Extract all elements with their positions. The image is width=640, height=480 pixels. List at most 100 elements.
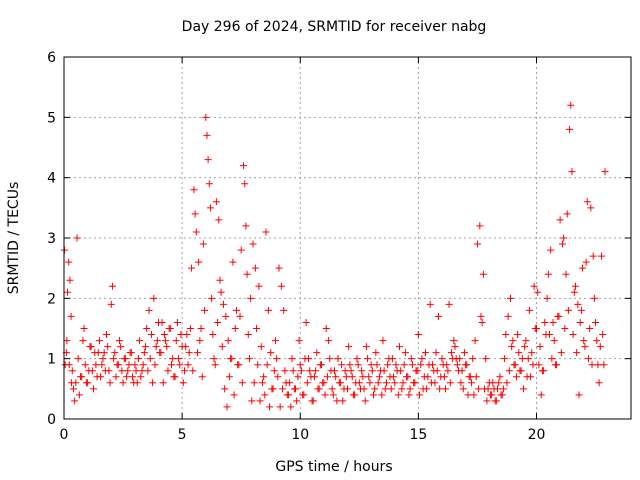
data-point bbox=[103, 331, 111, 339]
data-point bbox=[153, 337, 161, 345]
data-point bbox=[411, 379, 419, 387]
data-point bbox=[491, 397, 499, 405]
data-point bbox=[222, 312, 230, 320]
data-point bbox=[588, 361, 596, 369]
data-point bbox=[430, 367, 438, 375]
data-point bbox=[124, 367, 132, 375]
data-point bbox=[165, 325, 173, 332]
data-point bbox=[479, 270, 487, 278]
data-point bbox=[420, 373, 428, 381]
data-point bbox=[159, 379, 167, 387]
data-point bbox=[398, 385, 406, 393]
data-point bbox=[391, 379, 399, 387]
data-point bbox=[100, 349, 108, 357]
data-point bbox=[277, 282, 285, 290]
data-point bbox=[296, 361, 304, 369]
data-point bbox=[531, 325, 539, 332]
data-point bbox=[385, 355, 393, 363]
data-point bbox=[541, 318, 549, 326]
data-point bbox=[528, 349, 536, 357]
data-point bbox=[322, 325, 330, 332]
y-tick-label: 3 bbox=[47, 231, 56, 247]
data-point bbox=[325, 337, 333, 345]
data-point bbox=[460, 349, 468, 357]
data-point bbox=[549, 318, 557, 326]
data-point bbox=[525, 306, 533, 314]
data-point bbox=[99, 355, 107, 363]
data-point bbox=[217, 288, 225, 296]
data-point bbox=[251, 264, 259, 272]
data-point bbox=[543, 294, 551, 302]
data-point bbox=[483, 397, 491, 405]
data-point bbox=[584, 355, 592, 363]
data-point bbox=[289, 367, 297, 375]
data-point bbox=[341, 367, 349, 375]
data-point bbox=[162, 337, 170, 345]
data-point bbox=[68, 367, 76, 375]
x-tick-label: 15 bbox=[409, 427, 427, 443]
data-point bbox=[205, 180, 213, 188]
data-point bbox=[345, 343, 353, 351]
data-point bbox=[544, 270, 552, 278]
data-point bbox=[560, 234, 568, 242]
data-point bbox=[405, 391, 413, 399]
data-point bbox=[142, 343, 150, 351]
data-point bbox=[82, 379, 90, 387]
data-point bbox=[276, 403, 284, 411]
data-point bbox=[293, 397, 301, 405]
data-point bbox=[68, 379, 76, 387]
data-point bbox=[184, 361, 192, 369]
data-point bbox=[64, 288, 72, 296]
data-point bbox=[472, 373, 480, 381]
data-point bbox=[600, 361, 608, 369]
data-point bbox=[182, 343, 190, 351]
data-point bbox=[149, 379, 157, 387]
data-point bbox=[273, 355, 281, 363]
data-point bbox=[312, 367, 320, 375]
data-point bbox=[224, 337, 232, 345]
data-point bbox=[300, 391, 308, 399]
data-point bbox=[110, 355, 118, 363]
grid bbox=[64, 57, 631, 419]
data-point bbox=[465, 373, 473, 381]
data-point bbox=[146, 355, 154, 363]
data-point bbox=[256, 397, 264, 405]
data-point bbox=[107, 300, 115, 308]
data-point bbox=[191, 210, 199, 218]
data-point bbox=[240, 162, 248, 170]
data-point bbox=[65, 258, 73, 266]
data-point bbox=[579, 264, 587, 272]
data-point bbox=[290, 385, 298, 393]
data-point bbox=[507, 294, 515, 302]
y-tick-label: 2 bbox=[47, 291, 56, 307]
data-point bbox=[505, 367, 513, 375]
data-point bbox=[242, 222, 250, 230]
data-point bbox=[438, 355, 446, 363]
data-point bbox=[557, 349, 565, 357]
data-point bbox=[94, 349, 102, 357]
data-point bbox=[380, 367, 388, 375]
data-point bbox=[562, 270, 570, 278]
data-point bbox=[486, 391, 494, 399]
data-point bbox=[387, 385, 395, 393]
data-point bbox=[214, 318, 222, 326]
data-point bbox=[354, 361, 362, 369]
data-point bbox=[371, 385, 379, 393]
data-point bbox=[477, 312, 485, 320]
data-point bbox=[137, 373, 145, 381]
data-point bbox=[436, 385, 444, 393]
data-point bbox=[382, 379, 390, 387]
y-axis-label: SRMTID / TECUs bbox=[6, 182, 22, 295]
data-point bbox=[254, 361, 262, 369]
data-point bbox=[509, 337, 517, 345]
data-point bbox=[597, 252, 605, 260]
data-point bbox=[237, 246, 245, 254]
data-point bbox=[397, 367, 405, 375]
data-point bbox=[447, 349, 455, 357]
data-point bbox=[223, 403, 231, 411]
data-point bbox=[566, 125, 574, 133]
data-point bbox=[495, 379, 503, 387]
data-point bbox=[202, 113, 210, 121]
data-point bbox=[123, 373, 131, 381]
data-point bbox=[131, 361, 139, 369]
